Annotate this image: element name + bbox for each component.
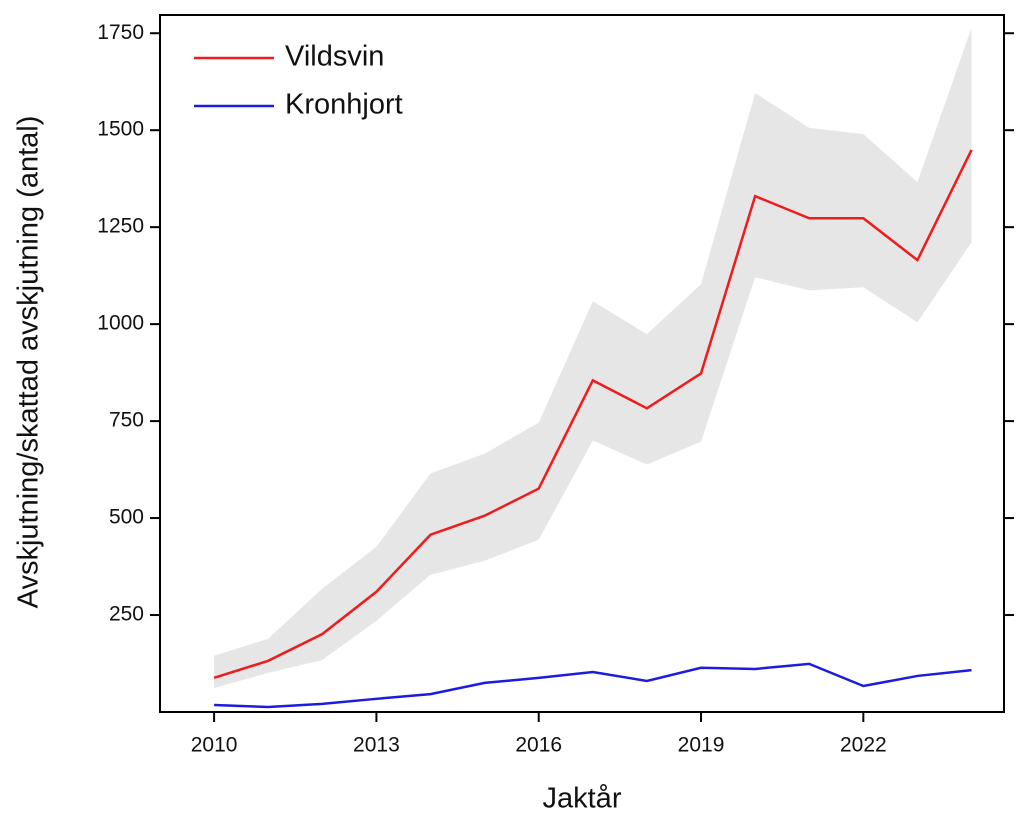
y-tick-label: 250 bbox=[109, 603, 144, 626]
x-tick-label: 2010 bbox=[191, 734, 238, 757]
legend-label: Vildsvin bbox=[285, 41, 384, 73]
y-tick-label: 1500 bbox=[97, 118, 144, 141]
x-axis-label: Jaktår bbox=[543, 783, 622, 814]
x-tick-label: 2022 bbox=[840, 734, 887, 757]
line bbox=[214, 662, 972, 709]
y-tick-label: 1250 bbox=[97, 215, 144, 238]
y-tick-label: 500 bbox=[109, 506, 144, 529]
y-axis-label: Avskjutning/skattad avskjutning (antal) bbox=[13, 116, 45, 609]
plot-frame bbox=[159, 14, 1005, 713]
y-tick-label: 1750 bbox=[97, 21, 144, 44]
x-tick-label: 2016 bbox=[515, 734, 562, 757]
line bbox=[213, 149, 973, 680]
y-tick-label: 1000 bbox=[97, 312, 144, 335]
x-tick-label: 2019 bbox=[678, 734, 725, 757]
legend-label: Kronhjort bbox=[285, 89, 403, 121]
x-tick-label: 2013 bbox=[353, 734, 400, 757]
confidence-band bbox=[214, 27, 972, 688]
y-tick-label: 750 bbox=[109, 409, 144, 432]
